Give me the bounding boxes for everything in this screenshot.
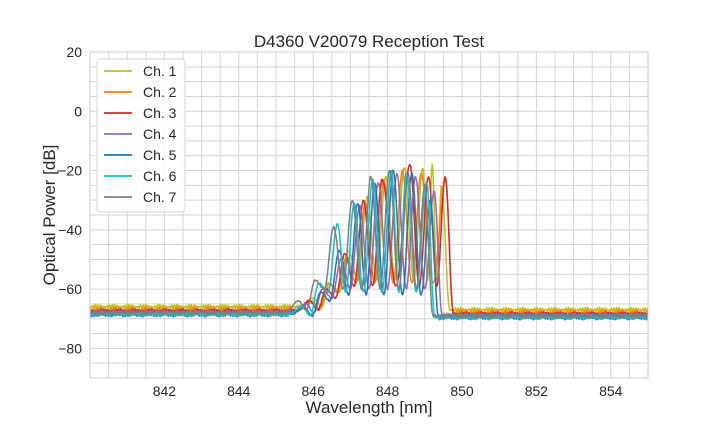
y-tick-label: −40: [58, 222, 82, 238]
series-line-ch7: [90, 170, 648, 320]
y-tick-label: −20: [58, 163, 82, 179]
legend-label: Ch. 2: [143, 84, 177, 100]
y-axis-label: Optical Power [dB]: [40, 145, 59, 286]
plot-frame: [89, 51, 649, 379]
legend-label: Ch. 6: [143, 168, 177, 184]
legend-label: Ch. 3: [143, 105, 177, 121]
x-tick-label: 848: [376, 383, 400, 399]
legend-label: Ch. 4: [143, 126, 177, 142]
x-axis-label: Wavelength [nm]: [306, 398, 433, 417]
y-tick-label: −80: [58, 340, 82, 356]
legend-label: Ch. 5: [143, 147, 177, 163]
y-tick-labels: 20 0 −20 −40 −60 −80: [58, 44, 82, 356]
legend: Ch. 1 Ch. 2 Ch. 3 Ch. 4 Ch. 5 Ch. 6 Ch. 7: [96, 58, 186, 213]
y-tick-label: −60: [58, 281, 82, 297]
legend-label: Ch. 7: [143, 189, 177, 205]
x-tick-label: 854: [599, 383, 623, 399]
y-tick-label: 0: [74, 103, 82, 119]
x-tick-label: 842: [153, 383, 177, 399]
y-tick-label: 20: [66, 44, 82, 60]
x-tick-label: 846: [302, 383, 326, 399]
legend-label: Ch. 1: [143, 63, 177, 79]
x-tick-label: 850: [450, 383, 474, 399]
series-line-ch6: [90, 169, 648, 321]
x-tick-labels: 842 844 846 848 850 852 854: [153, 383, 623, 399]
chart-title: D4360 V20079 Reception Test: [254, 32, 485, 51]
x-tick-label: 852: [525, 383, 549, 399]
series-lines: [90, 163, 648, 321]
x-tick-label: 844: [227, 383, 251, 399]
